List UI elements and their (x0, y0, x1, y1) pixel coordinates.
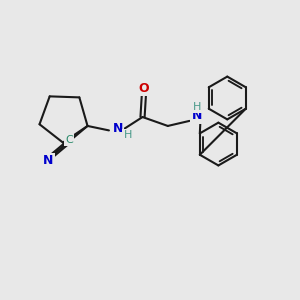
Text: H: H (193, 102, 201, 112)
Text: N: N (113, 122, 123, 135)
Text: O: O (139, 82, 149, 95)
Text: C: C (66, 135, 73, 145)
Text: H: H (124, 130, 132, 140)
Text: N: N (192, 109, 202, 122)
Text: N: N (43, 154, 54, 167)
